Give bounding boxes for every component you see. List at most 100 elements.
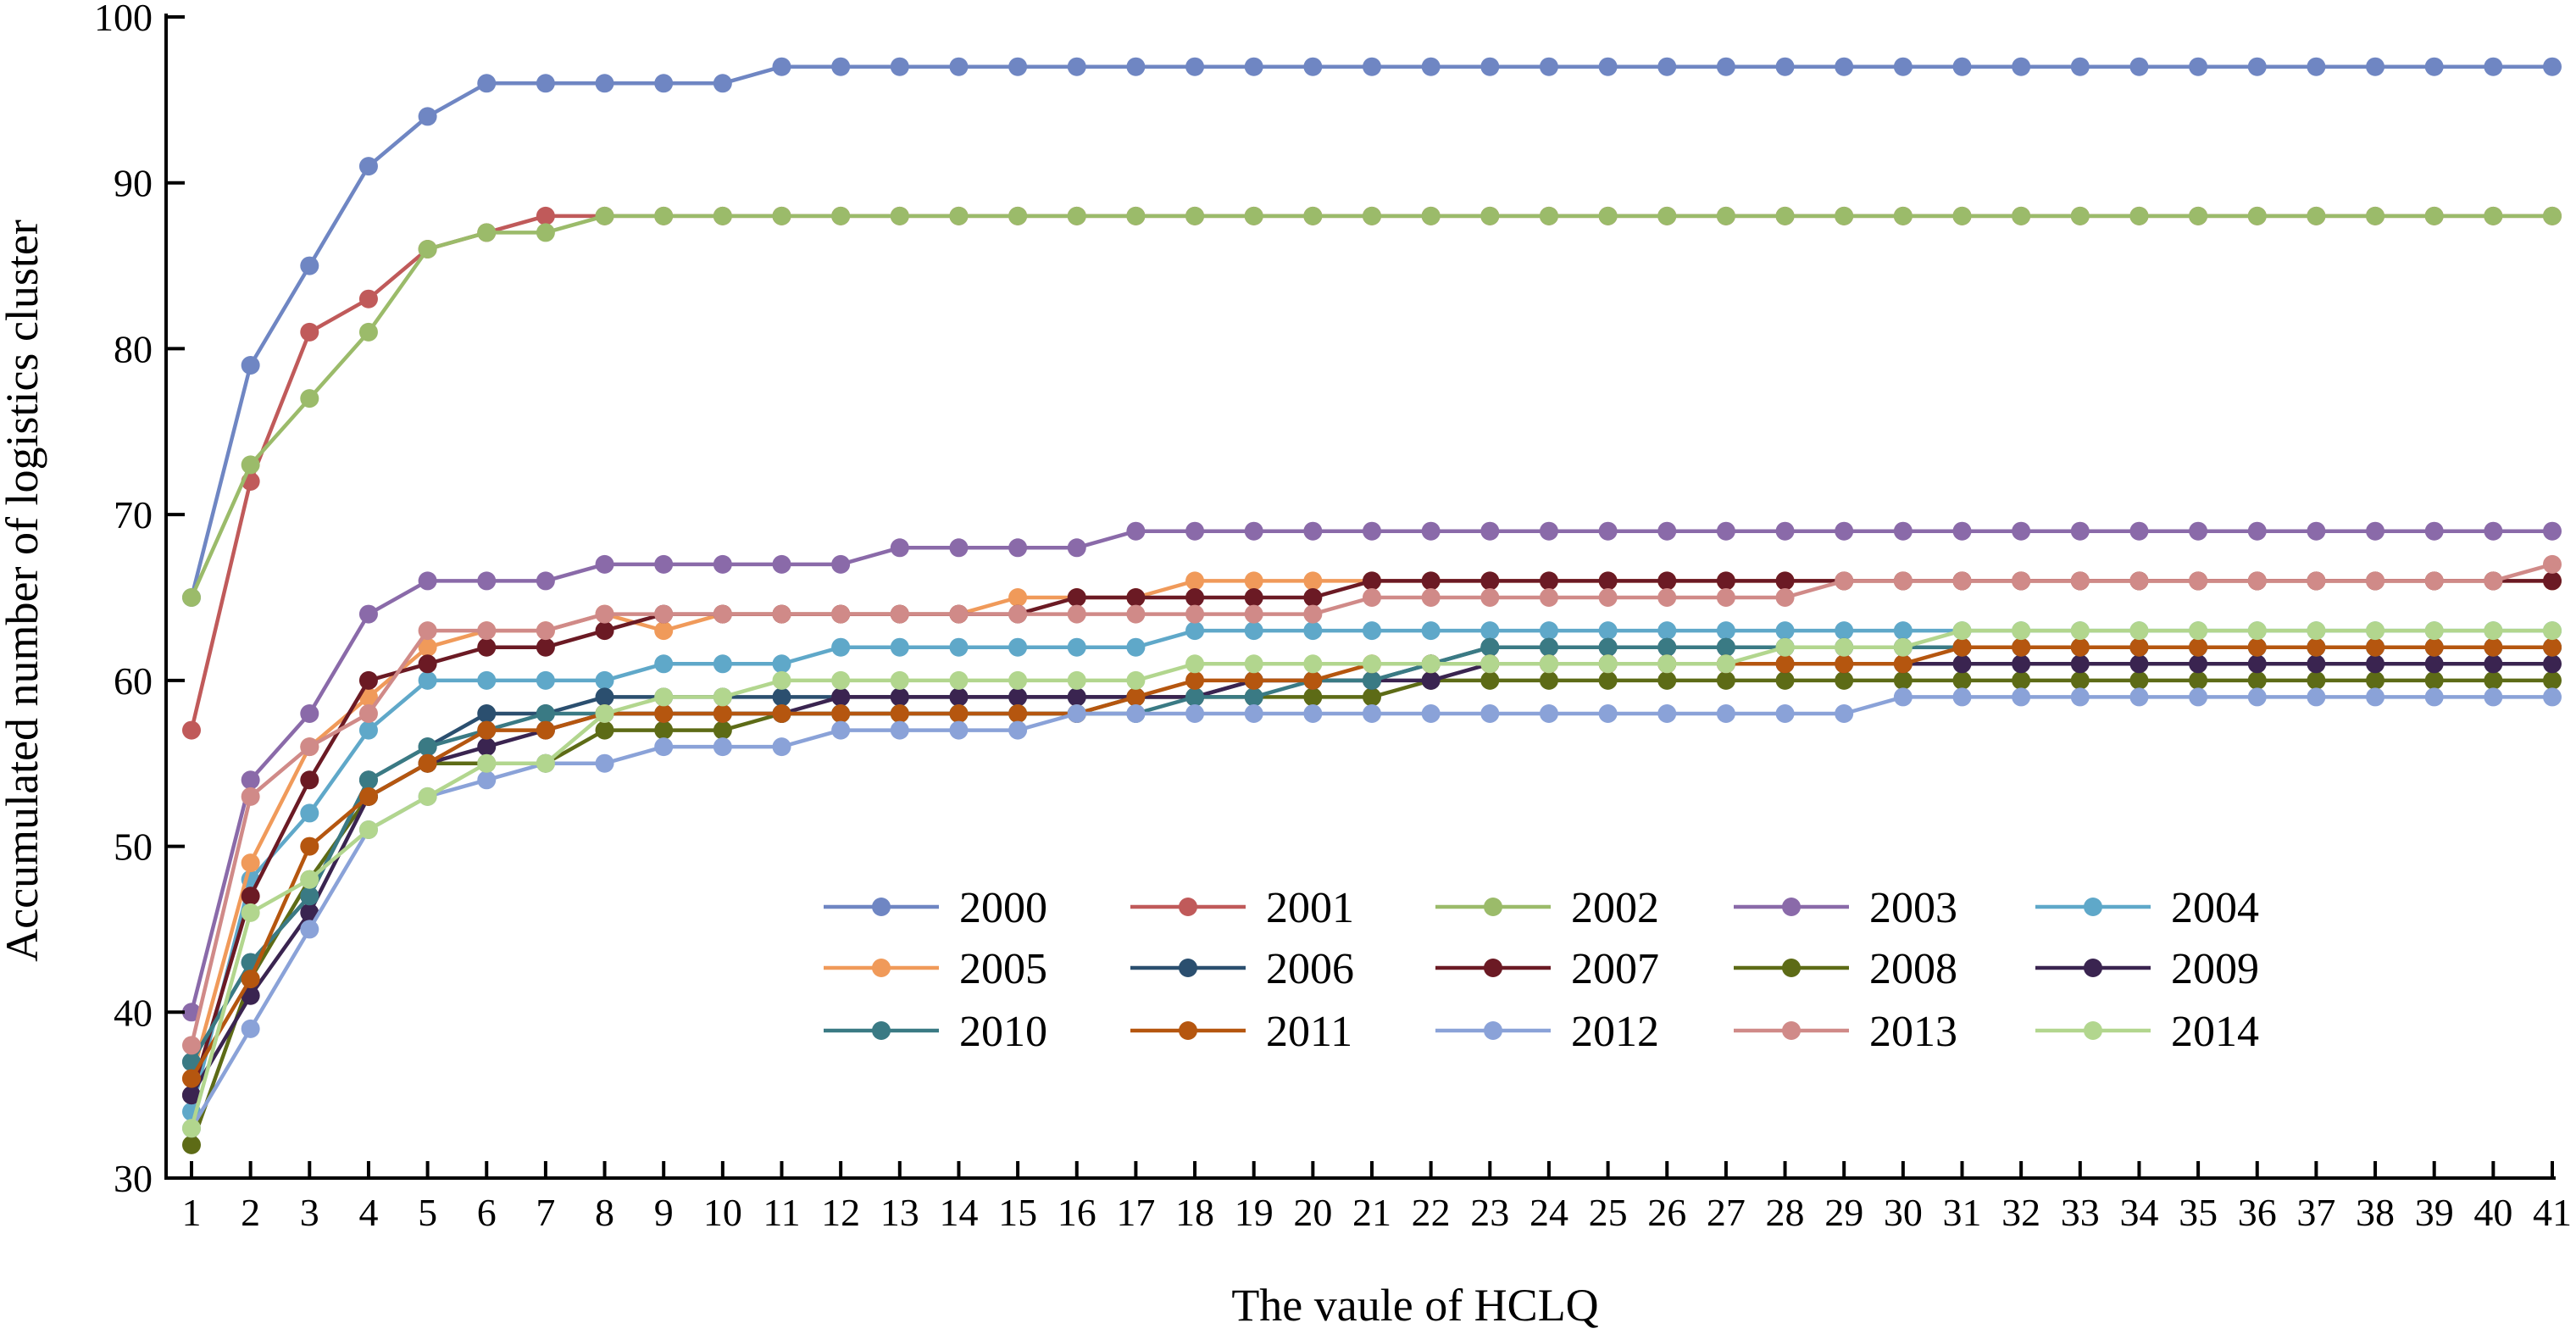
data-point-2011-5: [418, 753, 437, 773]
x-tick-label: 23: [1470, 1191, 1509, 1234]
data-point-2011-33: [2070, 637, 2090, 657]
data-point-2007-16: [1067, 588, 1086, 607]
data-point-2013-21: [1363, 588, 1381, 607]
data-point-2002-15: [1008, 206, 1028, 225]
data-point-2003-24: [1539, 521, 1558, 541]
data-point-2003-18: [1185, 521, 1205, 541]
legend-item-2005: 2005: [824, 945, 1047, 993]
data-point-2005-20: [1303, 571, 1323, 591]
data-point-2014-7: [536, 753, 555, 773]
data-point-2002-35: [2189, 206, 2208, 225]
legend-label: 2007: [1571, 945, 1659, 993]
data-point-2005-18: [1185, 571, 1205, 591]
data-point-2000-15: [1008, 57, 1028, 76]
data-point-2013-22: [1421, 588, 1441, 607]
data-point-2004-26: [1657, 621, 1677, 641]
data-point-2004-3: [300, 803, 319, 823]
data-point-2002-31: [1952, 206, 1972, 225]
data-point-2008-30: [1893, 670, 1913, 690]
x-tick-label: 27: [1707, 1191, 1746, 1234]
data-point-2014-19: [1244, 654, 1263, 674]
y-axis-title: Accumulated number of logistics cluster: [0, 220, 47, 962]
data-point-2011-29: [1835, 654, 1854, 674]
data-point-2000-29: [1835, 57, 1854, 76]
data-point-2009-32: [2012, 654, 2031, 674]
data-point-2003-22: [1421, 521, 1441, 541]
legend-item-2010: 2010: [824, 1008, 1047, 1056]
data-point-2007-19: [1244, 588, 1263, 607]
legend-label: 2004: [2171, 884, 2259, 932]
x-tick-label: 1: [182, 1191, 202, 1234]
data-point-2013-38: [2366, 571, 2385, 591]
legend-marker: [1179, 1021, 1197, 1040]
data-point-2002-24: [1539, 206, 1558, 225]
legend-item-2001: 2001: [1130, 884, 1354, 932]
data-point-2013-40: [2484, 571, 2503, 591]
data-point-2008-10: [713, 720, 732, 740]
data-point-2004-17: [1126, 637, 1146, 657]
legend-item-2014: 2014: [2035, 1008, 2259, 1056]
data-point-2008-40: [2484, 670, 2503, 690]
x-tick-label: 5: [418, 1191, 437, 1234]
data-point-2013-20: [1303, 604, 1323, 624]
data-point-2014-3: [300, 870, 319, 889]
data-point-2004-6: [477, 670, 497, 690]
data-point-2011-36: [2247, 637, 2267, 657]
data-point-2014-39: [2424, 621, 2444, 641]
data-point-2003-40: [2484, 521, 2503, 541]
data-point-2001-1: [182, 720, 201, 740]
data-point-2002-8: [595, 206, 614, 225]
x-tick-label: 35: [2179, 1191, 2218, 1234]
data-point-2002-1: [182, 588, 201, 607]
data-point-2013-26: [1657, 588, 1677, 607]
data-point-2013-14: [949, 604, 969, 624]
data-point-2013-23: [1480, 588, 1500, 607]
data-point-2014-16: [1067, 670, 1086, 690]
data-point-2002-4: [358, 322, 378, 342]
legend-marker: [1782, 898, 1801, 916]
x-tick-label: 34: [2119, 1191, 2158, 1234]
data-point-2008-32: [2012, 670, 2031, 690]
data-point-2010-3: [300, 887, 319, 906]
data-point-2014-29: [1835, 637, 1854, 657]
data-point-2012-27: [1716, 704, 1735, 723]
x-tick-label: 17: [1116, 1191, 1155, 1234]
data-point-2014-32: [2012, 621, 2031, 641]
data-point-2003-17: [1126, 521, 1146, 541]
data-point-2005-5: [418, 637, 437, 657]
data-point-2008-25: [1598, 670, 1618, 690]
data-point-2013-29: [1835, 571, 1854, 591]
x-tick-label: 38: [2356, 1191, 2395, 1234]
data-point-2003-29: [1835, 521, 1854, 541]
data-point-2000-23: [1480, 57, 1500, 76]
data-point-2014-37: [2307, 621, 2326, 641]
data-point-2010-27: [1716, 637, 1735, 657]
plot-series: [182, 57, 2562, 1154]
data-point-2009-3: [300, 903, 319, 922]
data-point-2008-31: [1952, 670, 1972, 690]
data-point-2011-17: [1126, 687, 1146, 707]
data-point-2008-1: [182, 1135, 201, 1154]
data-point-2002-36: [2247, 206, 2267, 225]
data-point-2003-16: [1067, 538, 1086, 558]
data-point-2013-24: [1539, 588, 1558, 607]
x-tick-label: 26: [1647, 1191, 1686, 1234]
data-point-2007-2: [241, 887, 260, 906]
data-point-2012-33: [2070, 687, 2090, 707]
data-point-2011-1: [182, 1069, 201, 1088]
data-point-2014-41: [2543, 621, 2562, 641]
legend-label: 2013: [1869, 1008, 1957, 1056]
data-point-2013-36: [2247, 571, 2267, 591]
data-point-2004-14: [949, 637, 969, 657]
data-point-2000-27: [1716, 57, 1735, 76]
data-point-2011-40: [2484, 637, 2503, 657]
data-point-2004-30: [1893, 621, 1913, 641]
data-point-2010-21: [1363, 670, 1381, 690]
data-point-2012-9: [654, 737, 674, 757]
data-point-2004-4: [358, 720, 378, 740]
data-point-2000-31: [1952, 57, 1972, 76]
data-point-2003-2: [241, 770, 260, 790]
data-point-2003-37: [2307, 521, 2326, 541]
x-tick-label: 3: [300, 1191, 319, 1234]
legend-item-2002: 2002: [1435, 884, 1659, 932]
